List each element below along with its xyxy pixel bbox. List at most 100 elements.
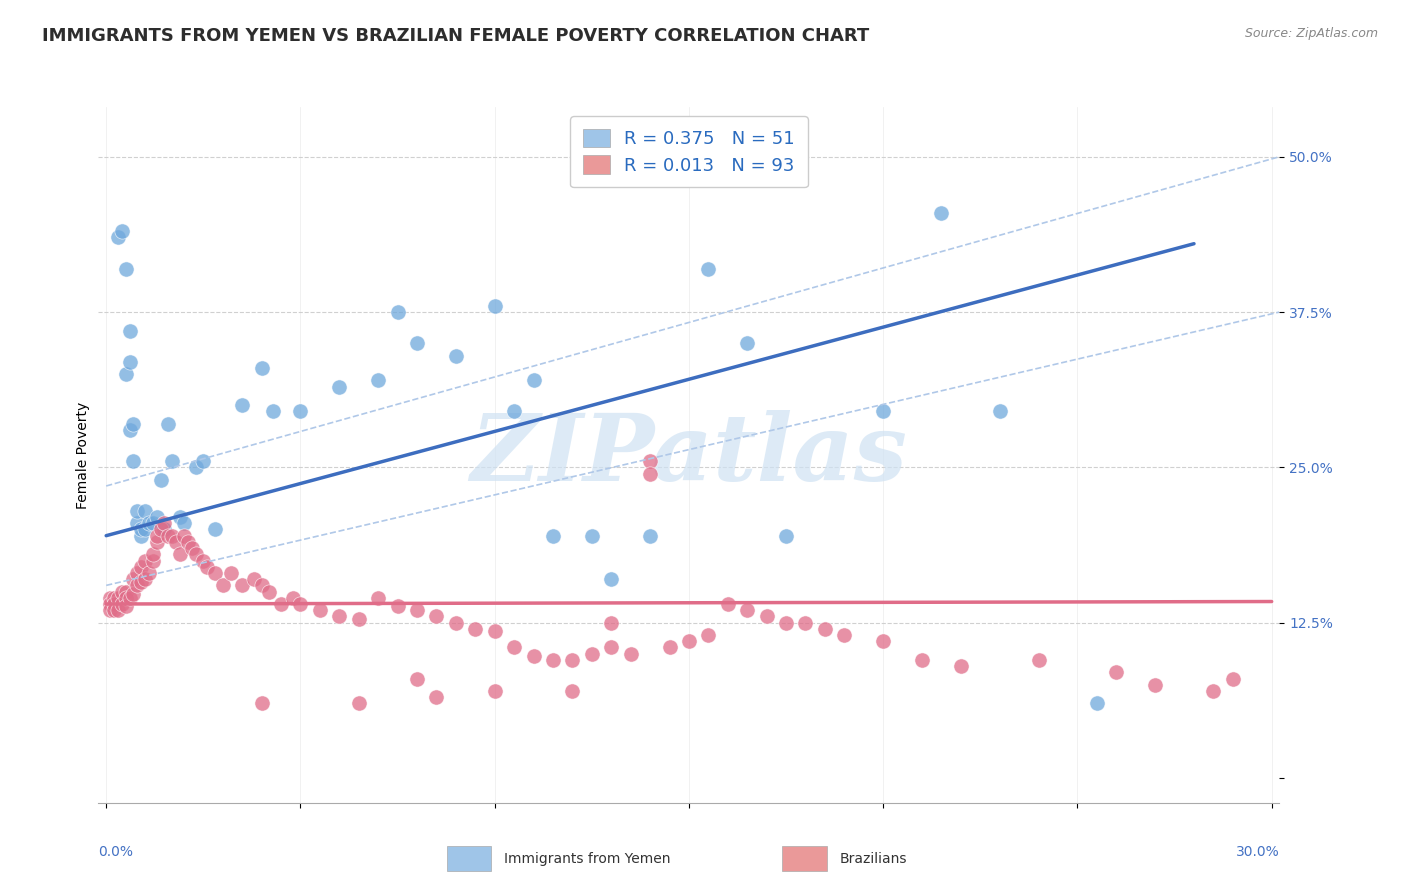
Point: [162, 454, 183, 468]
Point: [638, 454, 661, 468]
Point: [444, 349, 467, 363]
Point: [129, 529, 152, 543]
Point: [503, 640, 526, 655]
Point: [541, 653, 564, 667]
Point: [118, 423, 141, 437]
Point: [775, 529, 797, 543]
Point: [1202, 684, 1225, 698]
Text: Immigrants from Yemen: Immigrants from Yemen: [505, 852, 671, 865]
Point: [127, 578, 149, 592]
Point: [204, 523, 226, 537]
Point: [464, 622, 486, 636]
Point: [184, 547, 207, 561]
Point: [834, 628, 856, 642]
Point: [387, 599, 409, 614]
Point: [600, 615, 623, 630]
Text: ZIPatlas: ZIPatlas: [471, 410, 907, 500]
Text: 0.0%: 0.0%: [98, 845, 134, 859]
Point: [1028, 653, 1050, 667]
Point: [149, 523, 172, 537]
Point: [484, 299, 506, 313]
Point: [129, 574, 152, 589]
Point: [173, 529, 195, 543]
Point: [114, 367, 136, 381]
Point: [107, 230, 129, 244]
Point: [118, 355, 141, 369]
Point: [1105, 665, 1128, 680]
Point: [328, 379, 350, 393]
Point: [162, 529, 183, 543]
Point: [541, 529, 564, 543]
Point: [193, 553, 215, 567]
Point: [157, 529, 180, 543]
Point: [157, 417, 180, 431]
Point: [600, 640, 623, 655]
Point: [134, 504, 156, 518]
Point: [122, 587, 145, 601]
Point: [949, 659, 972, 673]
Point: [145, 510, 167, 524]
Point: [406, 603, 429, 617]
Point: [114, 599, 136, 614]
Point: [250, 578, 273, 592]
Text: Brazilians: Brazilians: [839, 852, 907, 865]
Point: [129, 559, 152, 574]
Point: [142, 547, 165, 561]
Point: [717, 597, 740, 611]
Point: [127, 504, 149, 518]
Point: [484, 684, 506, 698]
Point: [290, 404, 312, 418]
Point: [406, 336, 429, 351]
Point: [98, 603, 121, 617]
Point: [145, 534, 167, 549]
Point: [107, 591, 129, 605]
Point: [1085, 697, 1108, 711]
Point: [600, 572, 623, 586]
FancyBboxPatch shape: [447, 847, 492, 871]
Point: [122, 417, 145, 431]
Point: [103, 591, 125, 605]
Point: [387, 305, 409, 319]
Point: [134, 523, 156, 537]
Point: [98, 597, 121, 611]
Point: [347, 612, 370, 626]
Point: [98, 591, 121, 605]
Point: [581, 529, 603, 543]
Point: [484, 624, 506, 639]
Point: [931, 205, 953, 219]
Point: [231, 578, 253, 592]
Point: [138, 566, 160, 580]
Point: [111, 584, 134, 599]
Point: [165, 534, 187, 549]
Point: [872, 634, 894, 648]
Point: [103, 603, 125, 617]
Point: [794, 615, 817, 630]
Point: [127, 516, 149, 531]
Point: [270, 597, 292, 611]
Legend: R = 0.375   N = 51, R = 0.013   N = 93: R = 0.375 N = 51, R = 0.013 N = 93: [571, 116, 807, 187]
Point: [620, 647, 643, 661]
Y-axis label: Female Poverty: Female Poverty: [76, 401, 90, 508]
Point: [367, 591, 389, 605]
Point: [153, 516, 176, 531]
Point: [425, 690, 447, 705]
Text: Source: ZipAtlas.com: Source: ZipAtlas.com: [1244, 27, 1378, 40]
Point: [561, 653, 583, 667]
Point: [814, 622, 837, 636]
Point: [173, 516, 195, 531]
Point: [347, 697, 370, 711]
Text: 30.0%: 30.0%: [1236, 845, 1279, 859]
Point: [103, 597, 125, 611]
Point: [561, 684, 583, 698]
Point: [638, 529, 661, 543]
Point: [195, 559, 218, 574]
Point: [281, 591, 304, 605]
Point: [114, 591, 136, 605]
Point: [138, 516, 160, 531]
Point: [204, 566, 226, 580]
FancyBboxPatch shape: [783, 847, 827, 871]
Point: [775, 615, 797, 630]
Point: [142, 553, 165, 567]
Point: [309, 603, 332, 617]
Point: [129, 523, 152, 537]
